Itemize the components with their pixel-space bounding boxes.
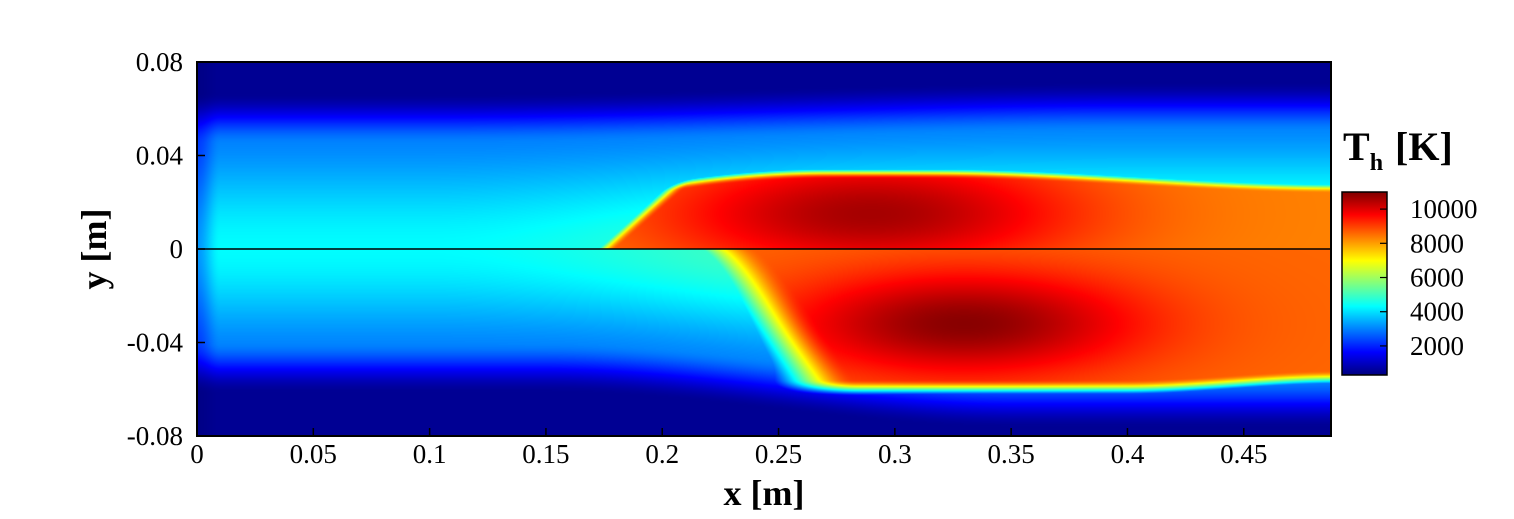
colorbar-tick-label: 4000: [1410, 297, 1464, 327]
x-axis-title: x [m]: [724, 473, 805, 513]
colorbar-tick-label: 2000: [1410, 331, 1464, 361]
y-axis-title: y [m]: [74, 209, 114, 290]
y-tick-label: -0.04: [127, 328, 184, 358]
y-axis-ticks: 0.08 0.04 0 -0.04 -0.08: [127, 47, 205, 451]
colorbar-title: Th [K]: [1343, 124, 1453, 176]
colorbar-tick-label: 10000: [1410, 194, 1478, 224]
y-tick-label: 0.08: [136, 47, 183, 77]
x-tick-label: 0.45: [1220, 439, 1267, 469]
colorbar-title-unit: [K]: [1395, 124, 1453, 169]
x-tick-label: 0: [190, 439, 204, 469]
x-tick-label: 0.05: [290, 439, 337, 469]
x-tick-label: 0.3: [878, 439, 912, 469]
colorbar-title-symbol: T: [1343, 124, 1370, 169]
x-axis-ticks: 0 0.05 0.1 0.15 0.2 0.25 0.3 0.35 0.4 0.45: [190, 428, 1267, 469]
y-tick-label: -0.08: [127, 421, 183, 451]
y-tick-label: 0: [170, 234, 184, 264]
x-tick-label: 0.4: [1111, 439, 1145, 469]
x-tick-label: 0.15: [522, 439, 569, 469]
x-tick-label: 0.35: [988, 439, 1035, 469]
x-tick-label: 0.25: [755, 439, 802, 469]
y-tick-label: 0.04: [136, 141, 184, 171]
colorbar-ticks: 10000 8000 6000 4000 2000: [1380, 194, 1478, 361]
colorbar-tick-label: 8000: [1410, 228, 1464, 258]
x-tick-label: 0.1: [413, 439, 447, 469]
colorbar-gradient: [1341, 191, 1388, 376]
x-tick-label: 0.2: [645, 439, 679, 469]
colorbar: Th [K] 10000 8000 6000 4000 2000: [1341, 124, 1478, 376]
colorbar-title-subscript: h: [1370, 150, 1383, 176]
colorbar-tick-label: 6000: [1410, 263, 1464, 293]
